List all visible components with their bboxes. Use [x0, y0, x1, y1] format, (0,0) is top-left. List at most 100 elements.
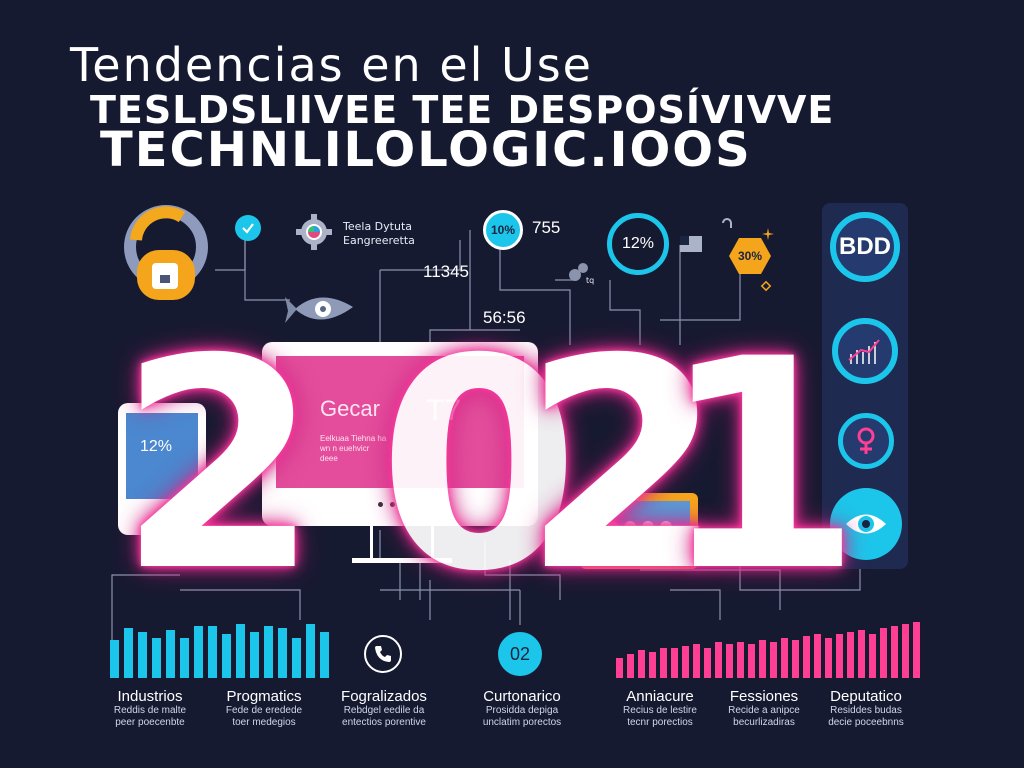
- bars-right-bar: [737, 642, 744, 678]
- bars-right-bar: [902, 624, 909, 678]
- tablet-dot-1: [606, 521, 618, 533]
- phone-home-button: [154, 511, 170, 527]
- bars-right-bar: [748, 644, 755, 678]
- bars-right-bar: [770, 642, 777, 678]
- category-6-sub2: becurlizadiras: [733, 717, 795, 728]
- bars-left-bar: [166, 630, 175, 678]
- bars-right-bar: [836, 634, 843, 678]
- bars-left-bar: [278, 628, 287, 678]
- monitor-dot-2: [390, 502, 395, 507]
- phone-call-icon: [364, 635, 402, 673]
- bars-right-bar: [825, 638, 832, 678]
- category-7-title: Deputatico: [830, 688, 902, 705]
- bars-right-bar: [814, 634, 821, 678]
- small-shield-icon: [722, 218, 732, 228]
- bars-right-bar: [726, 644, 733, 678]
- category-7: Deputatico Residdes budas decie poceebnn…: [801, 688, 931, 729]
- bars-right-bar: [649, 652, 656, 678]
- bars-left-bar: [306, 624, 315, 678]
- monitor-dot-1: [378, 502, 383, 507]
- category-2-sub1: Fede de eredede: [225, 705, 303, 716]
- bars-left-bar: [110, 640, 119, 678]
- category-4-title: Curtonarico: [483, 688, 561, 705]
- check-icon: [235, 215, 261, 241]
- small-tag: tq: [586, 276, 595, 285]
- category-5-sub2: tecnr porectios: [627, 717, 693, 728]
- title-line-2: TESLDSLIIVEE TEE DESPOSÍVIVVE: [90, 88, 835, 132]
- bars-left-bar: [236, 624, 245, 678]
- mini-label: Dee: [758, 539, 777, 549]
- category-1: Industrios Reddis de malte peer poecenbt…: [85, 688, 215, 729]
- sparkle-icon: [762, 228, 774, 240]
- category-5-title: Anniacure: [626, 688, 694, 705]
- bars-right-bar: [693, 644, 700, 678]
- monitor-line-1: Eelkuaa Tiehna ha: [320, 434, 387, 443]
- value-11345: 11345: [423, 262, 470, 281]
- monitor-base: [352, 558, 452, 563]
- year-digit-4: 1: [660, 298, 862, 635]
- bar-chart-left: [110, 608, 329, 678]
- tablet-device: [580, 493, 698, 569]
- badge-12-percent: 12%: [607, 213, 669, 275]
- bar-chart-right: [616, 608, 920, 678]
- title-line-1: Tendencias en el Use: [70, 38, 593, 92]
- bars-right-bar: [660, 648, 667, 678]
- bars-left-bar: [180, 638, 189, 678]
- category-3-sub1: Rebdgel eedile da: [343, 705, 425, 716]
- bars-left-bar: [264, 626, 273, 678]
- tablet-dot-2: [624, 521, 636, 533]
- category-1-title: Industrios: [117, 688, 183, 705]
- tablet-dot-3: [642, 521, 654, 533]
- tablet-dot-4: [660, 521, 672, 533]
- category-6-sub1: Recide a anipce: [728, 705, 800, 716]
- bars-right-bar: [627, 654, 634, 678]
- hexagon-badge: [729, 238, 771, 274]
- bars-right-bar: [671, 648, 678, 678]
- category-4-sub2: unclatim porectos: [482, 717, 562, 728]
- bdd-icon: BDD: [830, 212, 900, 282]
- bars-left-bar: [292, 638, 301, 678]
- category-6-title: Fessiones: [729, 688, 799, 705]
- bars-right-bar: [891, 626, 898, 678]
- category-2: Progmatics Fede de eredede toer medegios: [199, 688, 329, 729]
- title-line-3: TECHNLILOLOGIC.IOOS: [100, 122, 752, 178]
- lock-icon: [124, 205, 208, 300]
- monitor-line-2: wn n euehvicr: [320, 444, 370, 453]
- bars-right-bar: [858, 630, 865, 678]
- bars-left-bar: [124, 628, 133, 678]
- folder-icon: [680, 236, 702, 252]
- category-1-sub2: peer poecenbte: [115, 717, 185, 728]
- badge-02: 02: [498, 632, 542, 676]
- gear-icon: [296, 214, 332, 250]
- value-5656: 56:56: [483, 308, 526, 327]
- bars-left-bar: [152, 638, 161, 678]
- monitor-glyph: T7: [426, 394, 462, 427]
- chart-trend-icon: [832, 318, 898, 384]
- category-2-sub2: toer medegios: [232, 717, 296, 728]
- bars-left-bar: [222, 634, 231, 678]
- bars-left-bar: [320, 632, 329, 678]
- category-6: Fessiones Recide a anipce becurlizadiras: [699, 688, 829, 729]
- bars-right-bar: [913, 622, 920, 678]
- small-clock-icon: [740, 537, 754, 551]
- badge-30-percent: 30%: [737, 249, 763, 263]
- bars-right-bar: [880, 628, 887, 678]
- bars-right-bar: [704, 648, 711, 678]
- phone-device: 12%: [118, 403, 206, 535]
- bars-left-bar: [208, 626, 217, 678]
- bars-right-bar: [682, 646, 689, 678]
- category-7-sub2: decie poceebnns: [828, 717, 904, 728]
- year-digit-1: 2: [118, 298, 320, 635]
- category-2-title: Progmatics: [226, 688, 302, 705]
- female-symbol-icon: [838, 413, 894, 469]
- monitor-device: Gecar T7 Eelkuaa Tiehna ha wn n euehvicr…: [262, 342, 538, 526]
- category-7-sub1: Residdes budas: [830, 705, 902, 716]
- year-digit-3: 2: [522, 298, 724, 635]
- phone-screen-text: 12%: [140, 438, 173, 455]
- bars-right-bar: [847, 632, 854, 678]
- phone-screen: 12%: [126, 413, 198, 499]
- category-5-sub1: Recius de lestire: [623, 705, 697, 716]
- tablet-screen: [588, 501, 690, 553]
- monitor-stand: [370, 526, 434, 560]
